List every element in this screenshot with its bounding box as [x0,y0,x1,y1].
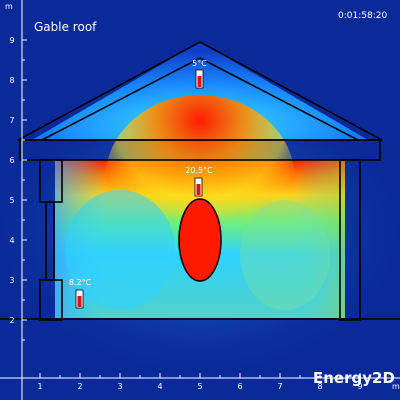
x-tick-label: 4 [157,382,162,391]
x-tick-label: 5 [197,382,202,391]
cool-lobe-right [240,200,330,310]
ceiling-slab [19,139,381,161]
x-tick-label: 2 [77,382,82,391]
x-tick-label: 3 [117,382,122,391]
x-tick-label: 1 [37,382,42,391]
sensor-floor[interactable]: 8.2°C [69,278,92,309]
left-ruler-unit: m [5,2,13,11]
y-tick-label: 5 [9,196,14,205]
roof-inner-outline [41,57,359,141]
sim-clock: 0:01:58:20 [338,11,387,21]
x-tick-label: 7 [277,382,282,391]
y-tick-label: 7 [9,116,14,125]
house-structure [0,41,400,321]
sensor-attic[interactable]: 5°C [192,59,207,89]
sensor-floor-label: 8.2°C [69,278,92,287]
y-tick-label: 6 [9,156,14,165]
y-tick-label: 2 [9,316,14,325]
x-tick-label: 6 [237,382,242,391]
attic-air [32,42,368,140]
y-tick-label: 3 [9,276,14,285]
thermometer-fill [77,296,82,307]
sensor-ceiling[interactable]: 20.5°C [185,166,213,197]
x-tick-label: 9 [357,382,362,391]
y-tick-label: 8 [9,76,14,85]
bottom-ruler: m 1 2 3 4 5 6 7 8 9 [0,373,400,391]
left-ruler: m 2 3 4 5 6 7 8 9 [5,0,27,400]
y-tick-label: 9 [9,36,14,45]
x-tick-label: 8 [317,382,322,391]
heater[interactable] [178,198,222,282]
cool-lobe-left [65,190,175,310]
scene-title: Gable roof [34,20,97,34]
thermometer-fill [197,76,202,87]
app-logo: Energy2D [313,369,395,387]
sensor-ceiling-label: 20.5°C [185,166,213,175]
thermometer-fill [196,184,201,195]
sensor-attic-label: 5°C [192,59,207,68]
y-tick-label: 4 [9,236,14,245]
right-wall [339,159,361,321]
bottom-ruler-unit: m [392,382,400,391]
left-wall-lower [39,279,63,321]
